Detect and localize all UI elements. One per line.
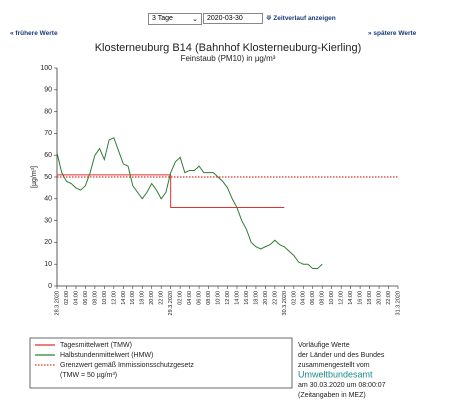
note-line: der Länder und des Bundes (298, 352, 385, 359)
x-tick-label: 18:00 (367, 291, 373, 305)
note-line: Umweltbundesamt (298, 369, 373, 379)
x-tick-label: 14:00 (121, 291, 127, 305)
x-tick-label: 08:00 (206, 291, 212, 305)
y-axis-label: [µg/m³] (31, 166, 38, 188)
x-tick-label: 08:00 (320, 291, 326, 305)
x-tick-label: 04:00 (301, 291, 307, 305)
x-tick-label: 10:00 (329, 291, 335, 305)
period-select[interactable]: 3 Tage ⌄ (148, 13, 202, 25)
legend-box (29, 337, 293, 389)
legend-label: Grenzwert gemäß Immissionsschutzgesetz (60, 362, 194, 369)
x-tick-label: 16:00 (358, 291, 364, 305)
x-tick-label: 31.3.2020 (395, 291, 401, 315)
x-tick-label: 14:00 (348, 291, 354, 305)
x-tick-label: 02:00 (64, 291, 70, 305)
x-tick-label: 20:00 (263, 291, 269, 305)
x-tick-label: 20:00 (377, 291, 383, 305)
x-tick-label: 10:00 (215, 291, 221, 305)
dropdown-arrow: ⌄ (192, 16, 198, 23)
show-text: Zeitverlauf anzeigen (273, 15, 336, 22)
x-tick-label: 06:00 (83, 291, 89, 305)
y-tick-label: 20 (44, 239, 52, 246)
x-tick-label: 06:00 (197, 291, 203, 305)
series-line (57, 174, 285, 209)
date-text: 2020-03-30 (207, 15, 243, 22)
period-text: 3 Tage (152, 15, 173, 22)
legend-label: Tagesmittelwert (TMW) (60, 342, 132, 349)
x-tick-label: 30.3.2020 (282, 291, 288, 315)
x-tick-label: 02:00 (178, 291, 184, 305)
next-link[interactable]: » spätere Werte (368, 30, 417, 37)
x-tick-label: 18:00 (253, 291, 259, 305)
x-tick-label: 12:00 (339, 291, 345, 305)
x-tick-label: 28.3.2020 (54, 291, 60, 315)
y-tick-label: 40 (44, 196, 52, 203)
x-tick-label: 18:00 (140, 291, 146, 305)
show-icon: ⟱ (266, 15, 272, 22)
series-line (56, 137, 323, 270)
y-tick-label: 90 (44, 87, 52, 94)
x-tick-label: 22:00 (386, 291, 392, 305)
note-line: zusammengestellt vom (298, 362, 370, 369)
x-tick-label: 22:00 (159, 291, 165, 305)
note-line: am 30.03.2020 um 08:00:07 (298, 382, 386, 389)
y-tick-label: 70 (44, 130, 52, 137)
x-tick-label: 10:00 (102, 291, 108, 305)
prev-link[interactable]: « frühere Werte (10, 30, 58, 37)
x-tick-label: 20:00 (149, 291, 155, 305)
show-link[interactable]: ⟱ Zeitverlauf anzeigen (266, 14, 336, 22)
chart-subtitle: Feinstaub (PM10) in µg/m³ (181, 54, 276, 63)
date-input[interactable]: 2020-03-30 (203, 13, 263, 24)
x-tick-label: 29.3.2020 (168, 291, 174, 315)
x-tick-label: 16:00 (244, 291, 250, 305)
x-tick-label: 06:00 (310, 291, 316, 305)
y-tick-label: 60 (44, 152, 52, 159)
chart-title: Klosterneuburg B14 (Bahnhof Klosterneubu… (95, 42, 362, 54)
y-tick-label: 80 (44, 108, 52, 115)
note-line: (Zeitangaben in MEZ) (298, 392, 366, 399)
legend-label: Halbstundenmittelwert (HMW) (60, 352, 153, 359)
note-line: Vorläufige Werte (298, 342, 350, 349)
x-tick-label: 12:00 (225, 291, 231, 305)
x-tick-label: 12:00 (111, 291, 117, 305)
x-tick-label: 16:00 (130, 291, 136, 305)
x-tick-label: 04:00 (187, 291, 193, 305)
x-tick-label: 04:00 (73, 291, 79, 305)
y-tick-label: 10 (44, 261, 52, 268)
x-tick-label: 08:00 (92, 291, 98, 305)
x-tick-label: 22:00 (272, 291, 278, 305)
y-tick-label: 100 (40, 65, 52, 72)
legend-note: (TMW = 50 µg/m³) (60, 372, 117, 379)
y-tick-label: 30 (44, 217, 52, 224)
y-tick-label: 0 (48, 283, 52, 290)
x-tick-label: 14:00 (234, 291, 240, 305)
x-tick-label: 02:00 (291, 291, 297, 305)
y-tick-label: 50 (44, 174, 52, 181)
